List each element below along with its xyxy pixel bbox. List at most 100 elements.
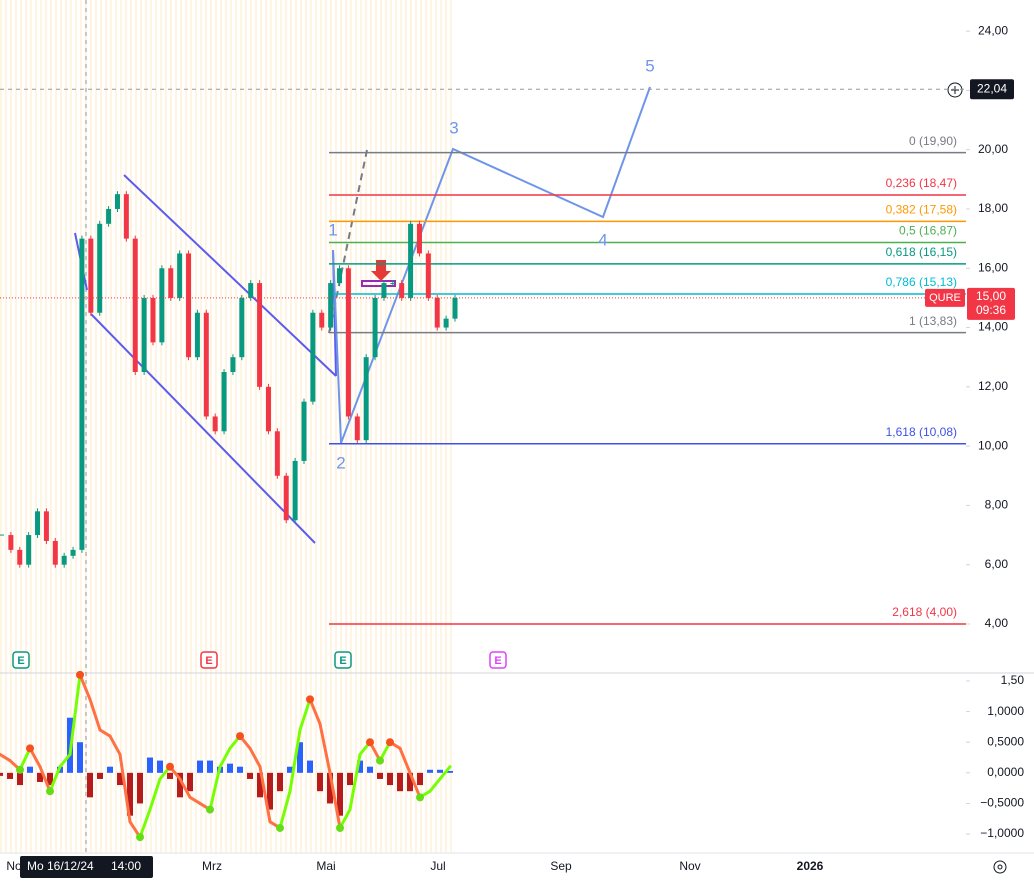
marker-rect xyxy=(361,280,396,287)
x-tick-label: 2026 xyxy=(797,859,824,873)
turn-dot xyxy=(376,756,384,765)
oscillator-line xyxy=(48,765,62,793)
x-tick-label: Mrz xyxy=(202,859,222,873)
earnings-badge xyxy=(334,651,352,669)
oscillator-line xyxy=(178,777,192,799)
candle xyxy=(194,312,200,358)
wave-label: 3 xyxy=(449,118,458,137)
candle xyxy=(52,540,58,565)
histogram-bar xyxy=(397,772,403,792)
candle xyxy=(239,297,245,358)
symbol-label: QURE xyxy=(929,292,961,304)
earnings-label: E xyxy=(17,655,24,667)
y-tick-label: 8,00 xyxy=(985,498,1009,512)
histogram-bar xyxy=(137,772,143,804)
fib-label: 0,5 (16,87) xyxy=(899,224,957,238)
histogram-bar xyxy=(417,772,423,786)
wave-path xyxy=(332,86,651,444)
histogram-bar xyxy=(427,769,433,773)
y-tick-label: 4,00 xyxy=(985,616,1009,630)
x-tick-label: Jul xyxy=(430,859,445,873)
histogram-bar xyxy=(197,760,203,773)
crosshair-date-box xyxy=(20,856,153,878)
candle xyxy=(301,401,307,461)
candle xyxy=(434,297,440,328)
candle xyxy=(283,475,289,521)
candle xyxy=(8,535,14,550)
histogram-bar xyxy=(337,772,343,816)
x-tick-label: Nov xyxy=(679,859,700,873)
histogram-bar xyxy=(347,772,353,786)
earnings-badge xyxy=(489,651,507,669)
y-tick-label: 0,5000 xyxy=(987,734,1024,748)
turn-dot xyxy=(416,793,424,802)
candle xyxy=(310,312,316,402)
candle xyxy=(354,416,360,441)
candle xyxy=(274,431,280,476)
turn-dot xyxy=(46,787,54,796)
oscillator-line xyxy=(258,765,272,824)
oscillator-line xyxy=(98,728,112,738)
y-tick-label: 14,00 xyxy=(978,320,1008,334)
earnings-label: E xyxy=(494,655,501,667)
histogram-bar xyxy=(437,769,443,773)
oscillator-line xyxy=(58,752,72,769)
y-tick-label: 20,00 xyxy=(978,142,1008,156)
plus-icon xyxy=(951,86,959,94)
candle xyxy=(265,386,271,432)
fib-label: 0 (19,90) xyxy=(909,134,957,148)
oscillator-line xyxy=(0,752,12,763)
price-box xyxy=(967,287,1015,320)
earnings-badge xyxy=(200,651,218,669)
fib-label: 1 (13,83) xyxy=(909,314,957,328)
candle xyxy=(159,268,165,343)
candle xyxy=(106,208,112,224)
channel-line xyxy=(90,313,316,544)
histogram-bar xyxy=(257,772,263,798)
histogram-bar xyxy=(407,772,413,792)
candle xyxy=(70,549,76,556)
oscillator-line xyxy=(148,777,162,812)
turn-dot xyxy=(26,744,34,753)
oscillator-line xyxy=(88,697,102,732)
histogram-bar xyxy=(157,760,163,773)
oscillator-line xyxy=(398,746,412,775)
y-tick-label: 24,00 xyxy=(978,23,1008,37)
y-tick-label: 6,00 xyxy=(985,557,1009,571)
candle xyxy=(26,535,32,565)
crosshair-label-box xyxy=(970,79,1014,100)
oscillator-line xyxy=(318,722,332,775)
histogram-bar xyxy=(87,772,93,798)
fib-label: 0,382 (17,58) xyxy=(886,203,957,217)
crosshair-date: Mo 16/12/24 xyxy=(27,859,94,873)
y-tick-label: 1,50 xyxy=(1001,673,1025,687)
last-price: 15,00 xyxy=(976,289,1006,303)
histogram-bar xyxy=(27,766,33,773)
candle xyxy=(248,283,254,298)
turn-dot xyxy=(336,823,344,832)
y-tick-label: 10,00 xyxy=(978,438,1008,452)
candle xyxy=(132,238,138,373)
candle xyxy=(221,372,227,432)
histogram-bar xyxy=(447,770,453,773)
candle xyxy=(35,511,41,536)
x-tick-label: Sep xyxy=(550,859,572,873)
histogram-bar xyxy=(17,772,23,786)
histogram-bar xyxy=(367,766,373,773)
histogram-bar xyxy=(357,760,363,773)
oscillator-line xyxy=(248,746,262,769)
candle xyxy=(390,283,396,285)
y-tick-label: 1,0000 xyxy=(987,704,1024,718)
settings-icon[interactable] xyxy=(993,860,1007,874)
candle xyxy=(408,223,414,298)
candle xyxy=(230,357,236,373)
arrow-down xyxy=(371,260,391,281)
symbol-box xyxy=(925,288,965,307)
candle xyxy=(61,555,67,565)
candle xyxy=(372,297,378,358)
oscillator-line xyxy=(308,697,322,726)
wave-label: 1 xyxy=(328,220,337,239)
histogram-bar xyxy=(97,772,103,779)
histogram-bar xyxy=(227,763,233,773)
